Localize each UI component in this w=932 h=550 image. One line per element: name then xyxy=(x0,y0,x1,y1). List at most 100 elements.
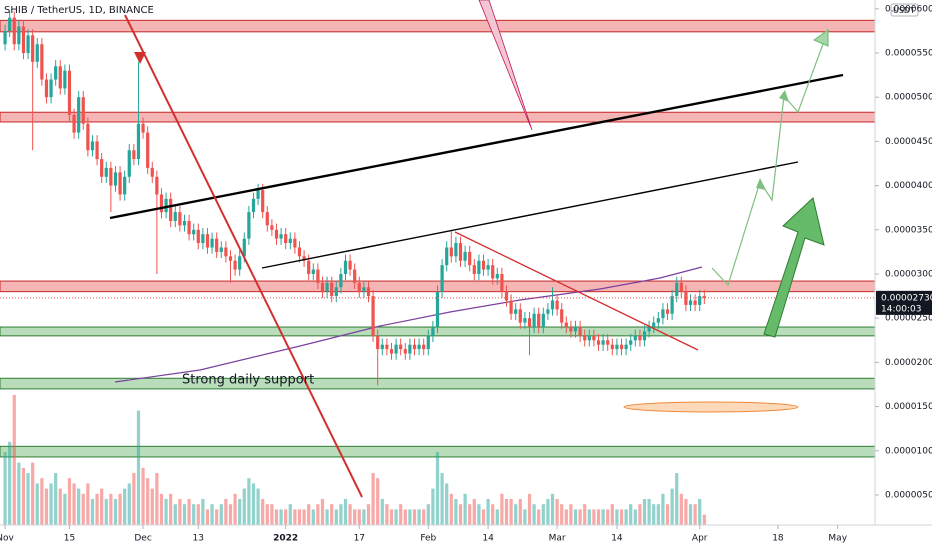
volume-bar xyxy=(435,452,440,525)
candle-body xyxy=(629,340,633,345)
candle-body xyxy=(647,327,651,332)
volume-bar xyxy=(8,441,12,525)
volume-bar xyxy=(169,493,173,525)
volume-bar xyxy=(560,504,564,525)
candle-body xyxy=(560,309,564,323)
candle-body xyxy=(440,265,444,292)
candle-body xyxy=(564,322,568,328)
candle-body xyxy=(675,282,679,297)
candle-body xyxy=(366,287,371,297)
candle-body xyxy=(224,247,228,257)
candle-body xyxy=(518,309,522,323)
projection-path xyxy=(711,35,827,287)
volume-bar xyxy=(376,478,380,525)
candle-body xyxy=(380,344,384,350)
volume-bar xyxy=(357,509,361,525)
volume-bar xyxy=(394,509,398,525)
candle-body xyxy=(247,212,251,239)
candle-body xyxy=(104,167,108,177)
resistance-line xyxy=(124,14,363,498)
candle-body xyxy=(178,212,182,226)
candle-body xyxy=(288,238,292,244)
volume-bar xyxy=(440,473,444,525)
volume-bar xyxy=(541,504,545,525)
volume-bar xyxy=(118,493,122,525)
volume-bar xyxy=(86,483,90,525)
price-axis xyxy=(875,0,932,550)
volume-bar xyxy=(348,504,352,525)
candle-body xyxy=(40,44,44,80)
volume-bar xyxy=(555,499,559,525)
candle-body xyxy=(44,79,49,98)
candle-body xyxy=(688,300,693,305)
arrow-head xyxy=(134,52,146,64)
last-price-label: 0.00002730 xyxy=(881,293,932,303)
volume-bar xyxy=(504,499,509,525)
volume-layer xyxy=(3,395,706,525)
volume-bar xyxy=(527,493,532,525)
candle-body xyxy=(311,269,315,274)
candle-body xyxy=(169,198,173,221)
volume-bar xyxy=(601,509,605,525)
volume-bar xyxy=(104,499,108,525)
candle-body xyxy=(527,318,532,328)
candle-body xyxy=(302,256,306,261)
candle-body xyxy=(652,322,656,328)
volume-bar xyxy=(371,473,375,525)
volume-bar xyxy=(320,499,325,525)
candle-body xyxy=(583,335,587,341)
volume-bar xyxy=(399,504,403,525)
wedge xyxy=(478,0,533,131)
candle-body xyxy=(201,234,205,244)
volume-bar xyxy=(44,488,49,525)
x-tick-label: 13 xyxy=(193,534,204,544)
volume-bar xyxy=(95,493,99,525)
volume-bar xyxy=(408,509,412,525)
candle-body xyxy=(95,141,99,160)
volume-bar xyxy=(610,504,614,525)
candle-body xyxy=(684,291,688,305)
volume-bar xyxy=(385,504,389,525)
volume-bar xyxy=(509,499,513,525)
resistance-line xyxy=(454,231,699,351)
volume-bar xyxy=(412,509,417,525)
candle-body xyxy=(445,247,449,266)
trend-line xyxy=(261,161,799,269)
volume-bar xyxy=(49,483,53,525)
volume-bar xyxy=(127,483,131,525)
candle-body xyxy=(702,296,706,298)
candle-body xyxy=(435,291,440,328)
candle-body xyxy=(578,327,582,336)
candle-body xyxy=(454,243,458,257)
candle-body xyxy=(205,234,210,248)
volume-bar xyxy=(403,509,407,525)
volume-bar xyxy=(693,504,697,525)
volume-bar xyxy=(67,478,72,525)
volume-bar xyxy=(284,509,288,525)
x-tick-label: Feb xyxy=(420,534,436,544)
volume-bar xyxy=(288,504,292,525)
candle-body xyxy=(72,114,76,133)
candle-body xyxy=(353,269,357,283)
candle-body xyxy=(357,282,361,292)
candle-body xyxy=(320,282,325,292)
candle-body xyxy=(546,309,550,314)
candle-body xyxy=(265,212,269,226)
volume-bar xyxy=(21,467,26,525)
candle-body xyxy=(665,309,670,314)
volume-bar xyxy=(454,499,458,525)
volume-bar xyxy=(642,499,647,525)
volume-bar xyxy=(587,509,591,525)
candle-body xyxy=(509,300,513,314)
volume-bar xyxy=(606,509,610,525)
candle-body xyxy=(624,344,628,350)
arrow-head xyxy=(812,29,829,47)
x-tick-label: Dec xyxy=(134,534,151,544)
